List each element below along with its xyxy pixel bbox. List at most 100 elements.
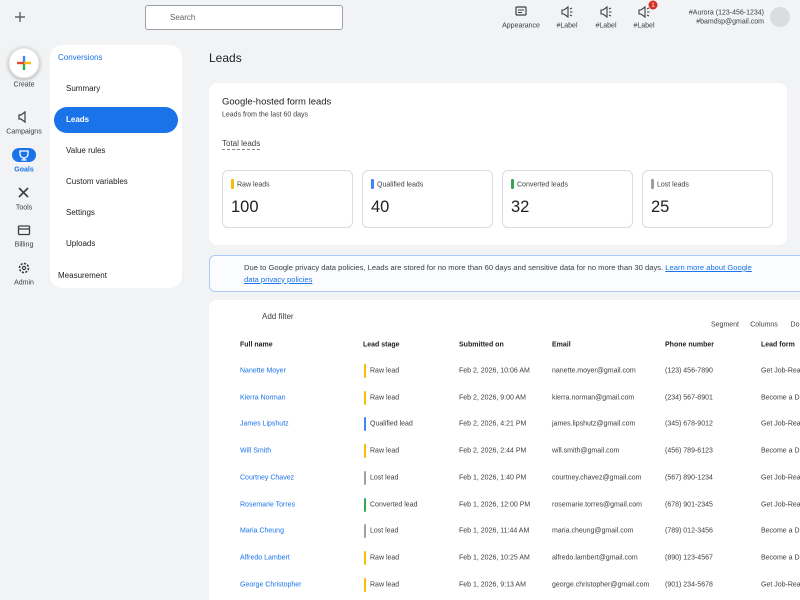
lead-name[interactable]: James Lipshutz — [240, 420, 289, 428]
nav-selected[interactable] — [54, 107, 178, 133]
stat-color — [511, 179, 514, 189]
cell: maria.cheung@gmail.com — [552, 527, 634, 535]
lead-name[interactable]: Rosemarie Torres — [240, 501, 296, 508]
column-header[interactable]: Email — [552, 341, 571, 349]
notice-message: Due to Google privacy data policies, Lea… — [244, 263, 664, 272]
nav-item[interactable]: Uploads — [66, 239, 96, 248]
stage-indicator — [363, 417, 366, 432]
badge-count: 1 — [651, 2, 655, 9]
rail-label[interactable]: Billing — [14, 241, 34, 249]
column-header[interactable]: Submitted on — [459, 341, 504, 349]
cell: courtney.chavez@gmail.com — [552, 474, 642, 482]
table-action[interactable]: Segment — [710, 321, 740, 329]
cell: george.christopher@gmail.com — [552, 581, 650, 589]
campaigns-icon — [18, 110, 26, 124]
rail-label[interactable]: Tools — [15, 204, 33, 212]
tools-icon — [18, 187, 29, 198]
column-header[interactable]: Lead stage — [363, 341, 400, 349]
stat-value: 25 — [651, 197, 670, 216]
rail-label[interactable]: Campaigns — [6, 128, 42, 136]
cell: nanette.moyer@gmail.com — [552, 367, 636, 375]
cell: Lost lead — [370, 527, 399, 535]
appearance-icon-lines — [518, 9, 524, 13]
nav-item[interactable]: Value rules — [66, 146, 106, 155]
column-header[interactable]: Phone number — [665, 341, 715, 349]
nav-section[interactable]: Conversions — [58, 53, 103, 62]
cell: Get Job-Rea — [761, 367, 800, 375]
cell: Get Job-Rea — [761, 474, 800, 482]
nav-item[interactable]: Summary — [66, 84, 101, 93]
nav-footer[interactable]: Measurement — [58, 271, 107, 280]
stat-card — [502, 170, 633, 228]
cell: Converted lead — [370, 501, 418, 508]
rail-label[interactable]: Goals — [14, 166, 34, 174]
add-filter[interactable]: Add filter — [262, 311, 294, 321]
column-header[interactable]: Lead form — [761, 341, 795, 349]
cell: Feb 2, 2026, 10:06 AM — [459, 367, 530, 375]
nav-item[interactable]: Custom variables — [66, 177, 128, 186]
cell: Raw lead — [370, 367, 400, 375]
avatar — [770, 7, 790, 27]
table-card — [209, 300, 800, 600]
cell: Become a D — [761, 447, 800, 455]
rail-label[interactable]: Create — [13, 81, 35, 89]
cell: james.lipshutz@gmail.com — [552, 420, 636, 428]
summary-title: Google-hosted form leads — [222, 96, 332, 108]
search-placeholder: Search — [170, 13, 196, 22]
nav-item[interactable]: Settings — [66, 208, 95, 217]
stat-label: Qualified leads — [377, 181, 424, 188]
action-label[interactable]: #Label — [633, 22, 655, 30]
table-action[interactable]: Do — [790, 321, 800, 329]
nav-item[interactable]: Leads — [66, 115, 90, 124]
cell: Become a D — [761, 394, 800, 402]
cell: kierra.norman@gmail.com — [552, 394, 635, 402]
megaphone-icon — [561, 5, 573, 19]
billing-icon — [17, 225, 31, 236]
cell: Feb 2, 2026, 2:44 PM — [459, 447, 527, 455]
action-label[interactable]: #Label — [556, 22, 578, 30]
cell: (789) 012-3456 — [665, 527, 713, 535]
stat-color — [371, 179, 374, 189]
lead-name[interactable]: Will Smith — [240, 447, 272, 455]
column-header[interactable]: Full name — [240, 341, 273, 349]
cell: Get Job-Rea — [761, 581, 800, 589]
cell: (345) 678-9012 — [665, 420, 713, 428]
appearance-icon — [515, 6, 527, 16]
stat-color — [231, 179, 234, 189]
lead-name[interactable]: Courtney Chavez — [240, 474, 295, 482]
cell: Feb 1, 2026, 1:40 PM — [459, 474, 527, 482]
action-label[interactable]: #Label — [595, 22, 617, 30]
rail-label[interactable]: Admin — [14, 279, 34, 287]
lead-name[interactable]: Nanette Moyer — [240, 367, 286, 375]
lead-name[interactable]: Alfredo Lambert — [240, 554, 290, 562]
cell: Become a D — [761, 554, 800, 562]
notice-link[interactable]: Learn more about Google data privacy pol… — [244, 263, 752, 284]
lead-name[interactable]: George Christopher — [240, 581, 302, 589]
notice-text: Due to Google privacy data policies, Lea… — [244, 262, 764, 286]
cell: Feb 1, 2026, 9:13 AM — [459, 581, 526, 589]
cell: Feb 2, 2026, 9:00 AM — [459, 394, 526, 402]
stage-indicator — [363, 470, 366, 485]
cell: Lost lead — [370, 474, 399, 482]
cell: will.smith@gmail.com — [552, 447, 620, 455]
stat-value: 32 — [511, 197, 530, 216]
lead-name[interactable]: Kierra Norman — [240, 394, 286, 402]
menu-plus-icon — [15, 12, 25, 22]
notice — [209, 255, 800, 292]
lead-name[interactable]: Maria Cheung — [240, 527, 284, 535]
account-email: #bamdsp@gmail.com — [696, 18, 764, 26]
cell: Raw lead — [370, 581, 400, 589]
account-name[interactable]: #Aurora (123-456-1234) — [688, 9, 764, 17]
cell: Feb 1, 2026, 11:44 AM — [459, 527, 530, 535]
cell: Feb 1, 2026, 12:00 PM — [459, 501, 531, 508]
cell: Raw lead — [370, 447, 400, 455]
megaphone-icon — [638, 5, 650, 19]
search-box[interactable] — [145, 5, 343, 30]
stage-indicator — [363, 524, 366, 539]
stat-value: 40 — [371, 197, 390, 216]
action-label[interactable]: Appearance — [502, 22, 540, 30]
cell: Qualified lead — [370, 420, 413, 428]
cell: Raw lead — [370, 394, 400, 402]
megaphone-icon — [600, 5, 612, 19]
table-action[interactable]: Columns — [750, 321, 778, 329]
